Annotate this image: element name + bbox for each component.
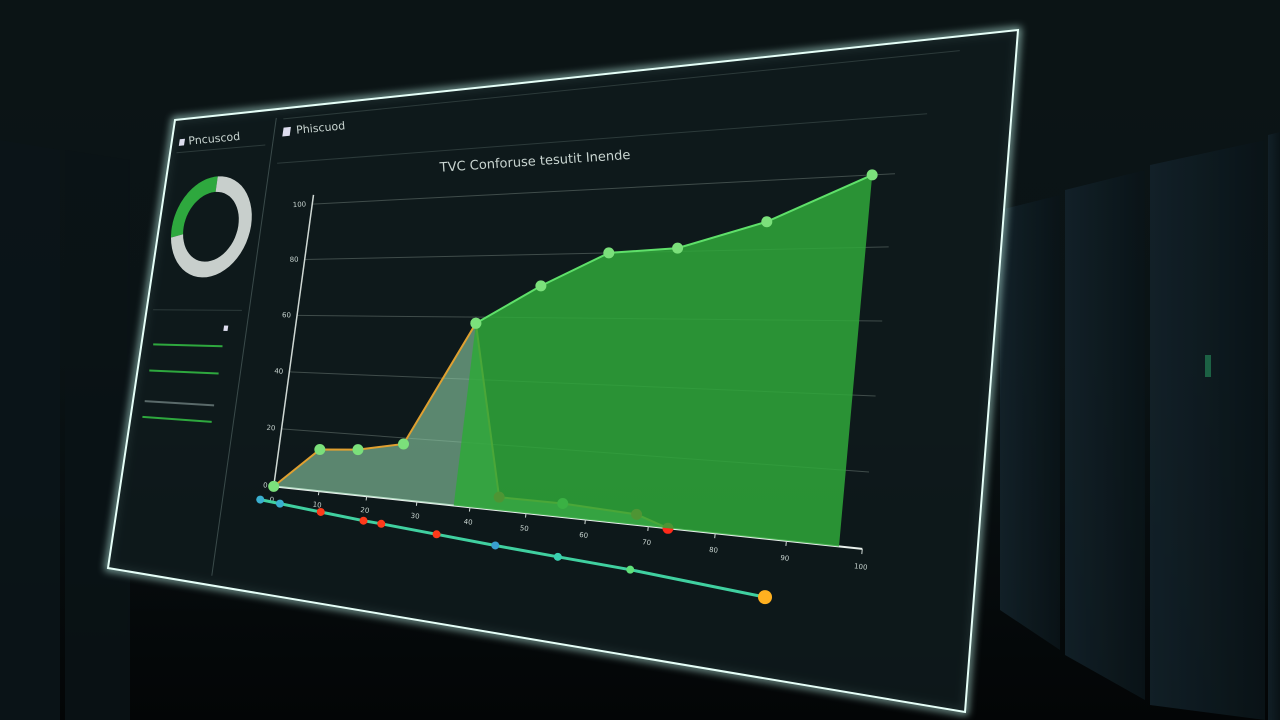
x-tick (584, 519, 586, 525)
donut-slice (171, 176, 218, 238)
y-tick-label: 60 (282, 311, 291, 319)
y-tick-label: 40 (274, 367, 283, 375)
trend-point (316, 507, 325, 516)
sidebar-rule (176, 144, 266, 154)
trend-line (259, 498, 766, 599)
data-point (603, 247, 615, 259)
trend-point (626, 565, 635, 574)
data-point (352, 444, 364, 456)
data-point (672, 242, 684, 254)
y-tick-label: 20 (266, 424, 275, 433)
trend-point (359, 516, 368, 525)
x-tick-label: 90 (780, 554, 790, 563)
data-point (761, 216, 773, 228)
y-tick-label: 80 (290, 256, 299, 264)
trend-point (758, 590, 773, 605)
data-point (268, 480, 280, 492)
x-tick-label: 100 (854, 562, 868, 571)
data-point (470, 317, 482, 329)
trend-point (553, 552, 562, 561)
data-point (314, 443, 326, 455)
header-rule (283, 50, 960, 120)
x-tick-label: 80 (709, 546, 719, 555)
panel-header: Pncuscod (188, 130, 241, 148)
header-icon (178, 138, 185, 146)
x-tick (861, 548, 863, 555)
trend-point (377, 519, 386, 528)
x-tick-label: 50 (519, 524, 529, 533)
sidebar-rule (153, 309, 242, 311)
x-tick-label: 40 (463, 518, 473, 527)
sidebar-divider (211, 117, 277, 576)
data-point (535, 280, 547, 292)
trend-point (491, 541, 500, 550)
trend-point (432, 530, 441, 539)
slider-track (144, 400, 215, 407)
y-axis (272, 194, 315, 487)
area-fill (453, 174, 873, 547)
data-point (397, 438, 409, 450)
grid-line (312, 173, 896, 205)
x-tick (525, 513, 527, 518)
panel-header: Phiscuod (296, 119, 346, 137)
x-tick (785, 540, 787, 546)
x-tick-label: 0 (269, 496, 274, 504)
x-tick (714, 533, 716, 539)
x-tick-label: 30 (410, 512, 420, 521)
x-tick (647, 526, 649, 531)
x-tick (468, 507, 471, 512)
y-tick-label: 0 (263, 481, 268, 489)
x-tick (317, 491, 320, 496)
slider-track (142, 415, 212, 423)
area-line (475, 173, 873, 325)
y-tick-label: 100 (293, 200, 307, 209)
x-tick-label: 60 (579, 531, 589, 540)
slider-track (149, 369, 219, 375)
sidebar-checkbox (223, 325, 229, 331)
donut-slice (171, 176, 252, 278)
data-point (866, 169, 878, 181)
slider-track (153, 343, 223, 348)
header-rule (277, 113, 928, 164)
x-tick-label: 10 (312, 501, 322, 510)
x-tick (365, 496, 368, 501)
trend-point (275, 499, 284, 508)
header-icon (282, 126, 291, 137)
trend-point (256, 495, 265, 504)
x-tick (415, 501, 418, 506)
x-tick-label: 20 (360, 506, 370, 515)
x-tick-label: 70 (642, 538, 652, 547)
